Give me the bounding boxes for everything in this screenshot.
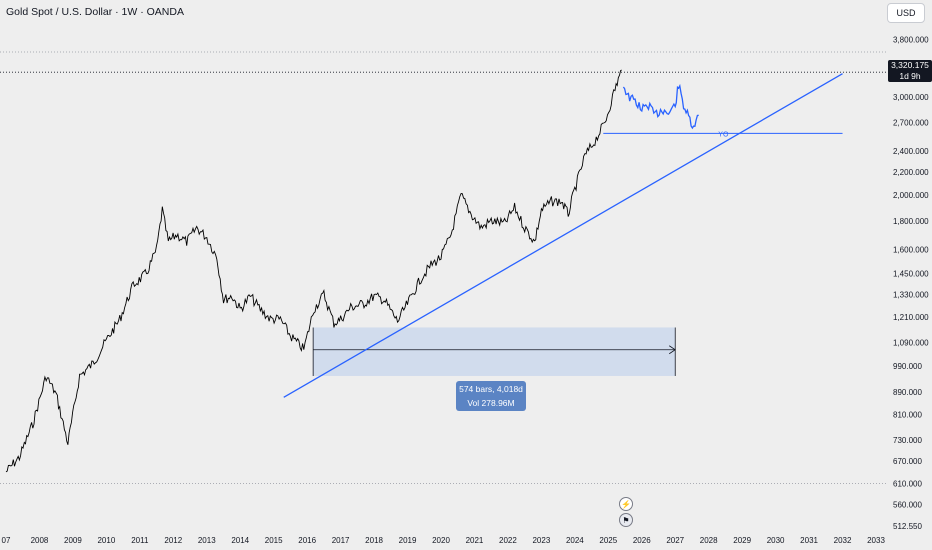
x-tick-label: 2032	[834, 536, 852, 545]
current-price-value: 3,320.175	[891, 60, 929, 70]
x-tick-label: 2028	[700, 536, 718, 545]
currency-button[interactable]: USD	[887, 3, 925, 23]
y-tick-label: 1,330.000	[893, 290, 929, 299]
x-tick-label: 2009	[64, 536, 82, 545]
x-tick-label: 2016	[298, 536, 316, 545]
y-tick-label: 670.000	[893, 457, 922, 466]
current-price-tag: 3,320.175 1d 9h	[888, 60, 932, 82]
y-tick-label: 1,450.000	[893, 269, 929, 278]
y-tick-label: 2,700.000	[893, 118, 929, 127]
y-tick-label: 560.000	[893, 500, 922, 509]
measure-range-box	[313, 327, 676, 376]
x-tick-label: 2031	[800, 536, 818, 545]
x-tick-label: 2008	[31, 536, 49, 545]
support-level-label: YO	[718, 131, 729, 138]
lightning-icon[interactable]: ⚡	[619, 497, 633, 511]
x-tick-label: 2018	[365, 536, 383, 545]
y-tick-label: 990.000	[893, 362, 922, 371]
y-tick-label: 3,000.000	[893, 93, 929, 102]
x-tick-label: 2029	[733, 536, 751, 545]
x-tick-label: 2033	[867, 536, 885, 545]
y-tick-label: 2,400.000	[893, 147, 929, 156]
x-tick-label: 2022	[499, 536, 517, 545]
price-series-line	[5, 69, 622, 473]
x-tick-label: 2027	[666, 536, 684, 545]
y-tick-label: 1,210.000	[893, 313, 929, 322]
x-tick-label: 2019	[399, 536, 417, 545]
y-tick-label: 1,600.000	[893, 245, 929, 254]
x-tick-label: 2013	[198, 536, 216, 545]
y-tick-label: 2,200.000	[893, 168, 929, 177]
x-tick-label: 2011	[131, 536, 149, 545]
measure-volume-text: Vol 278.96M	[467, 398, 515, 408]
y-tick-label: 810.000	[893, 411, 922, 420]
x-tick-label: 2017	[332, 536, 350, 545]
measure-label[interactable]: 574 bars, 4,018d Vol 278.96M	[456, 381, 526, 411]
measure-bars-text: 574 bars, 4,018d	[459, 384, 523, 394]
x-tick-label: 2014	[231, 536, 249, 545]
y-tick-label: 730.000	[893, 436, 922, 445]
x-tick-label: 2024	[566, 536, 584, 545]
trend-line	[283, 73, 843, 398]
y-tick-label: 2,000.000	[893, 191, 929, 200]
y-tick-label: 1,800.000	[893, 217, 929, 226]
x-tick-label: 2010	[97, 536, 115, 545]
bar-countdown: 1d 9h	[899, 71, 921, 81]
x-tick-label: 2012	[164, 536, 182, 545]
y-tick-label: 3,800.000	[893, 35, 929, 44]
x-tick-label: 2021	[466, 536, 484, 545]
x-tick-label: 2023	[532, 536, 550, 545]
x-tick-label: 2026	[633, 536, 651, 545]
x-tick-label: 2030	[767, 536, 785, 545]
x-tick-label: 2025	[599, 536, 617, 545]
symbol-title: Gold Spot / U.S. Dollar · 1W · OANDA	[6, 6, 184, 18]
projection-series-line	[622, 83, 699, 130]
x-tick-label: 2020	[432, 536, 450, 545]
x-tick-label: 2015	[265, 536, 283, 545]
x-tick-label: 07	[2, 536, 11, 545]
y-tick-label: 610.000	[893, 480, 922, 489]
y-tick-label: 890.000	[893, 388, 922, 397]
y-tick-label: 1,090.000	[893, 339, 929, 348]
y-tick-label: 512.550	[893, 522, 922, 531]
us-flag-icon[interactable]: ⚑	[619, 513, 633, 527]
